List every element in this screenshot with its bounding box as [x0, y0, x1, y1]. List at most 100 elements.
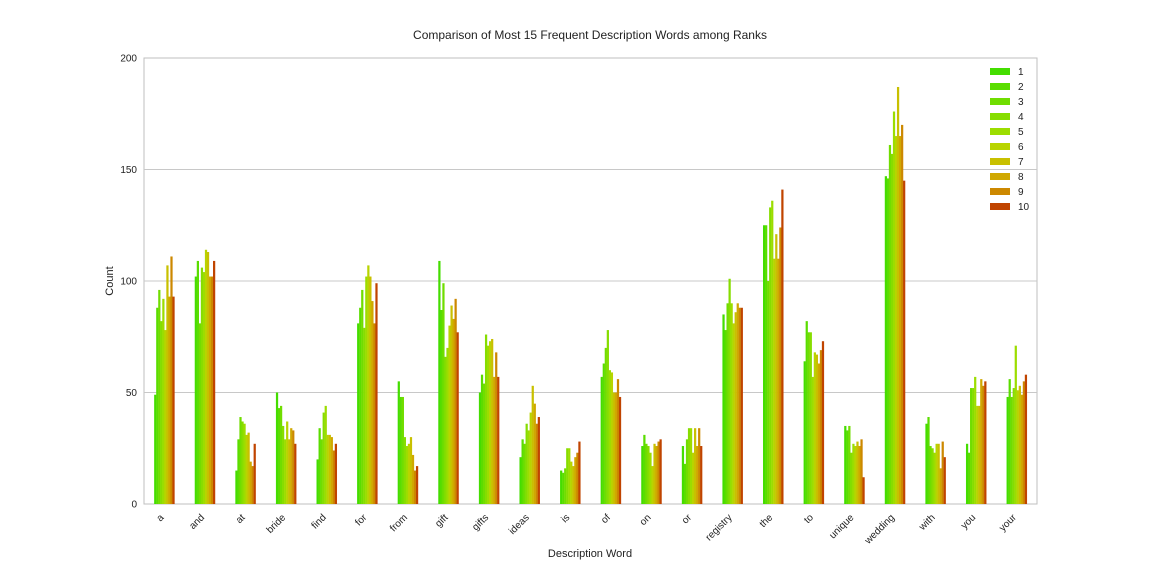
- bar: [844, 425, 847, 504]
- bar: [166, 265, 169, 504]
- x-tick-label: from: [388, 512, 410, 534]
- bar: [375, 283, 378, 504]
- bar: [681, 446, 685, 504]
- bar: [456, 332, 459, 504]
- bar: [689, 428, 693, 504]
- bar: [803, 361, 806, 504]
- bar: [901, 124, 904, 505]
- bar: [976, 405, 979, 504]
- legend-label: 1: [1018, 67, 1024, 78]
- bar: [769, 207, 772, 504]
- bar: [251, 466, 254, 504]
- bar: [397, 381, 400, 504]
- bar: [162, 298, 165, 504]
- x-tick-label: unique: [827, 512, 856, 541]
- bar: [253, 443, 256, 504]
- bar: [316, 459, 319, 504]
- bar: [237, 439, 240, 504]
- bar: [821, 341, 825, 504]
- bar: [442, 283, 445, 504]
- legend-swatch: [990, 203, 1010, 210]
- bar: [724, 330, 727, 504]
- legend-label: 3: [1018, 97, 1024, 108]
- bar: [277, 408, 281, 504]
- bar: [560, 470, 563, 504]
- bar: [202, 272, 206, 504]
- bar: [326, 434, 329, 504]
- bar: [972, 388, 975, 504]
- bar: [411, 454, 415, 504]
- x-tick-label: your: [997, 512, 1019, 534]
- bar: [198, 323, 202, 504]
- bar: [649, 452, 652, 504]
- legend-label: 9: [1018, 187, 1024, 198]
- bar: [809, 332, 812, 504]
- bar: [763, 225, 766, 504]
- bar: [775, 234, 778, 505]
- bar: [974, 376, 977, 504]
- bar: [892, 111, 896, 505]
- bar: [700, 446, 703, 504]
- bar: [738, 307, 741, 504]
- bar: [365, 276, 368, 504]
- bar: [444, 356, 447, 504]
- bar: [243, 423, 246, 504]
- x-tick-label: you: [959, 512, 978, 531]
- bar: [200, 267, 204, 504]
- bar: [968, 452, 971, 504]
- bar: [527, 430, 530, 504]
- bar: [497, 376, 500, 504]
- bar: [781, 189, 784, 504]
- bar: [196, 260, 199, 504]
- y-axis-ticks: 0 50 100 150 200: [120, 54, 137, 511]
- bar: [367, 265, 370, 504]
- bar: [643, 434, 646, 504]
- bar: [330, 437, 333, 504]
- bar: [651, 466, 654, 504]
- bar: [403, 437, 407, 504]
- bar: [655, 446, 658, 504]
- bar: [284, 439, 287, 504]
- bar: [359, 307, 362, 504]
- y-tick-label: 150: [120, 165, 137, 176]
- bar: [489, 341, 492, 504]
- bar: [194, 276, 197, 504]
- bar: [208, 276, 212, 504]
- x-tick-label: registry: [704, 512, 735, 543]
- bar: [480, 374, 484, 504]
- legend-swatch: [990, 98, 1010, 105]
- bar: [322, 412, 325, 504]
- bar: [614, 392, 618, 504]
- x-tick-label: and: [187, 512, 207, 532]
- bar: [570, 461, 573, 504]
- bar: [568, 448, 571, 504]
- x-tick-label: with: [917, 512, 938, 533]
- bar: [852, 443, 855, 504]
- legend: 1 2 3 4 5 6 7 8 9 10: [990, 67, 1030, 213]
- bar: [574, 457, 577, 504]
- x-tick-label: find: [310, 512, 329, 531]
- bar: [736, 303, 739, 504]
- bar: [332, 450, 335, 504]
- bar: [454, 298, 457, 504]
- bar: [657, 441, 660, 504]
- legend-label: 6: [1018, 142, 1024, 153]
- bar: [562, 472, 565, 504]
- bar: [691, 452, 695, 504]
- bar: [158, 289, 161, 504]
- bar: [334, 443, 338, 504]
- bar: [965, 443, 969, 504]
- bar: [482, 383, 486, 504]
- bar: [170, 256, 173, 504]
- bar: [612, 392, 616, 504]
- bar: [525, 423, 528, 504]
- bar: [486, 345, 490, 504]
- x-axis-label: Description Word: [548, 548, 632, 560]
- bar: [608, 370, 611, 504]
- bar: [1008, 379, 1011, 504]
- bar: [641, 446, 644, 504]
- bar: [493, 376, 496, 504]
- x-tick-label: ideas: [507, 512, 532, 537]
- bar: [779, 227, 782, 505]
